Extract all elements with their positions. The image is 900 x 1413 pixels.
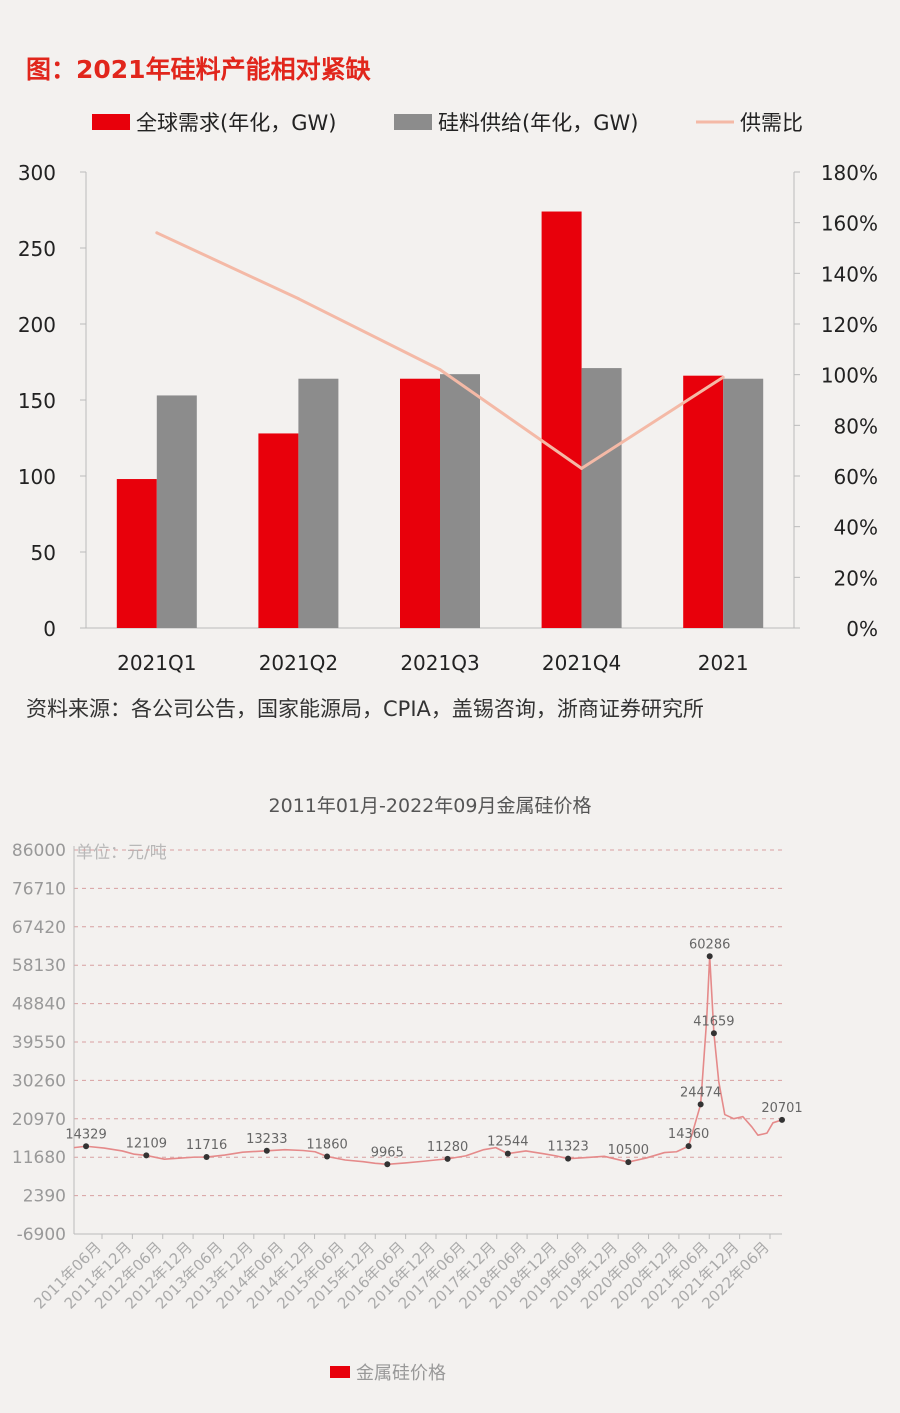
left-tick-label: 200 [18, 313, 56, 337]
price-point-label: 24474 [680, 1085, 721, 1100]
right-tick-label: 180% [821, 161, 878, 185]
price-point [706, 953, 713, 960]
supply-bar [156, 395, 197, 628]
price-point [504, 1150, 511, 1157]
left-tick-label: 0 [43, 617, 56, 641]
price-point [203, 1154, 210, 1161]
y-tick-label: 2390 [23, 1187, 66, 1207]
price-point-label: 9965 [371, 1145, 404, 1160]
demand-bar [116, 479, 157, 628]
y-tick-label: 76710 [12, 879, 66, 899]
silicon-price-chart: 2011年01月-2022年09月金属硅价格 单位：元/吨 86000 76710… [12, 795, 803, 1384]
y-tick-label: 11680 [12, 1148, 66, 1168]
chart2-legend: 金属硅价格 [330, 1363, 446, 1384]
supply-bar [298, 378, 339, 628]
category-label: 2021Q4 [542, 651, 621, 675]
ratio-point [721, 375, 725, 379]
chart2-unit-label: 单位：元/吨 [76, 843, 167, 863]
supply-bar [440, 374, 480, 628]
price-point-label: 41659 [693, 1014, 734, 1029]
right-tick-label: 120% [821, 313, 878, 337]
chart1-legend: 全球需求(年化，GW) 硅料供给(年化，GW) 供需比 [92, 111, 803, 135]
right-tick-label: 0% [846, 617, 878, 641]
left-tick-label: 150 [18, 389, 56, 413]
chart1-axes: 300 250 200 150 100 50 0 180% 160% 140% 120% 100% 80… [18, 161, 878, 675]
price-point [710, 1030, 717, 1037]
legend-demand-swatch [92, 114, 130, 130]
y-tick-label: 58130 [12, 956, 66, 976]
chart1-title: 图：2021年硅料产能相对紧缺 [26, 55, 372, 84]
legend-demand-label: 全球需求(年化，GW) [136, 111, 336, 135]
y-tick-label: 20970 [12, 1110, 66, 1130]
right-tick-label: 60% [834, 465, 878, 489]
y-tick-label: 86000 [12, 841, 66, 861]
price-point-label: 11280 [427, 1140, 468, 1155]
right-tick-label: 20% [834, 566, 878, 590]
price-point [143, 1152, 150, 1159]
y-tick-label: -6900 [17, 1225, 66, 1245]
chart1-ratio-line [155, 231, 725, 470]
ratio-point [155, 231, 159, 235]
demand-bar [683, 375, 724, 628]
price-point-label: 12544 [487, 1135, 528, 1150]
legend-supply-swatch [394, 114, 432, 130]
price-point-label: 11716 [186, 1138, 227, 1153]
ratio-point [580, 466, 584, 470]
price-point [685, 1143, 692, 1150]
y-tick-label: 30260 [12, 1071, 66, 1091]
category-label: 2021Q2 [259, 651, 338, 675]
price-point-label: 13233 [246, 1132, 287, 1147]
right-tick-label: 80% [834, 414, 878, 438]
right-tick-label: 100% [821, 364, 878, 388]
y-tick-label: 67420 [12, 918, 66, 938]
supply-bar [723, 378, 764, 628]
left-tick-label: 50 [31, 541, 56, 565]
price-point [444, 1155, 451, 1162]
ratio-point [438, 368, 442, 372]
chart2-points: 14329 12109 11716 13233 11860 9965 11280 12544 1… [65, 937, 803, 1168]
ratio-point [296, 297, 300, 301]
price-point-label: 11860 [306, 1137, 347, 1152]
price-point-label: 12109 [126, 1136, 167, 1151]
price-point [565, 1155, 572, 1162]
price-point [263, 1147, 270, 1154]
chart2-title: 2011年01月-2022年09月金属硅价格 [269, 795, 592, 817]
chart2-axes: 86000 76710 67420 58130 48840 39550 30260 20970… [12, 841, 782, 1313]
price-point-label: 14360 [668, 1127, 709, 1142]
right-tick-label: 140% [821, 262, 878, 286]
legend-supply-label: 硅料供给(年化，GW) [438, 111, 638, 135]
price-point [83, 1143, 90, 1150]
supply-bar [581, 368, 622, 628]
price-point [697, 1101, 704, 1108]
price-point-label: 60286 [689, 937, 730, 952]
price-point-label: 14329 [65, 1127, 106, 1142]
left-tick-label: 300 [18, 161, 56, 185]
price-point-label: 20701 [761, 1101, 802, 1116]
y-tick-label: 39550 [12, 1033, 66, 1053]
demand-bar [258, 433, 299, 628]
category-label: 2021 [698, 651, 749, 675]
category-label: 2021Q3 [400, 651, 479, 675]
demand-bar [400, 378, 440, 628]
price-point [384, 1161, 391, 1168]
y-tick-label: 48840 [12, 995, 66, 1015]
legend-price-label: 金属硅价格 [356, 1363, 446, 1384]
price-point [324, 1153, 331, 1160]
right-tick-label: 40% [834, 516, 878, 540]
legend-price-swatch [330, 1366, 350, 1378]
price-point [779, 1116, 785, 1123]
left-tick-label: 250 [18, 237, 56, 261]
price-point-label: 11323 [547, 1140, 588, 1155]
price-point [625, 1159, 632, 1166]
supply-demand-chart: 图：2021年硅料产能相对紧缺 全球需求(年化，GW) 硅料供给(年化，GW) 供需… [18, 55, 878, 721]
right-tick-label: 160% [821, 212, 878, 236]
demand-bar [541, 211, 582, 628]
price-point-label: 10500 [608, 1143, 649, 1158]
chart1-bars [116, 211, 764, 628]
legend-ratio-label: 供需比 [740, 111, 803, 135]
chart1-source: 资料来源：各公司公告，国家能源局，CPIA，盖锡咨询，浙商证券研究所 [26, 697, 704, 721]
category-label: 2021Q1 [117, 651, 196, 675]
left-tick-label: 100 [18, 465, 56, 489]
